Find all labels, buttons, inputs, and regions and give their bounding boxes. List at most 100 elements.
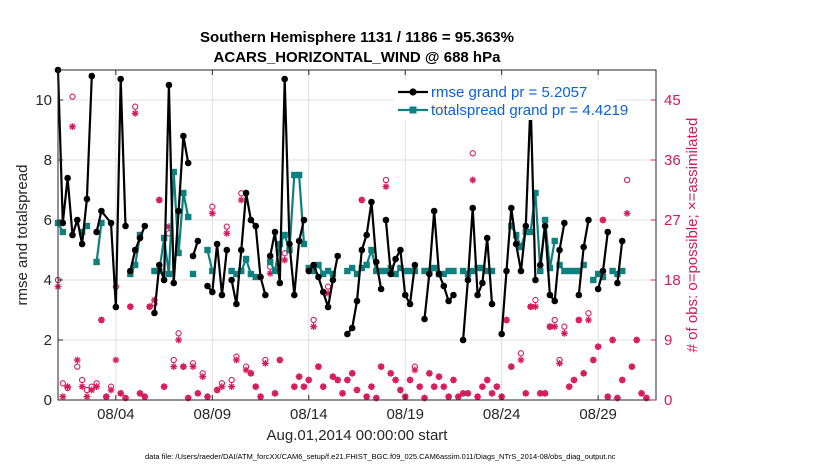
obs-assimilated-stroke: [98, 317, 105, 323]
obs-assimilated-marker: [136, 389, 144, 397]
obs-assimilated-marker: [392, 376, 399, 384]
rmse-marker: [348, 324, 356, 332]
rmse-marker: [421, 315, 428, 323]
obs-assimilated-marker: [179, 363, 187, 371]
x-axis: 08/04 08/09 08/14 08/19 08/24 08/29: [97, 70, 617, 423]
totalspread-marker: [78, 228, 86, 236]
obs-assimilated-stroke: [397, 387, 404, 393]
obs-assimilated-stroke: [469, 177, 476, 183]
rmse-marker: [594, 285, 602, 293]
totalspread-marker: [565, 267, 573, 275]
obs-assimilated-stroke: [571, 377, 577, 383]
rmse-line-segment: [230, 191, 267, 306]
obs-assimilated-marker: [319, 383, 327, 391]
rmse-marker: [430, 207, 438, 215]
y-right-tick-label: 9: [664, 332, 672, 349]
obs-assimilated-marker: [435, 373, 443, 381]
obs-assimilated-marker: [527, 303, 535, 311]
obs-assimilated-marker: [98, 316, 105, 324]
rmse-marker: [382, 216, 390, 224]
rmse-marker: [276, 279, 284, 287]
obs-assimilated-stroke: [257, 393, 264, 400]
rmse-marker: [136, 234, 144, 242]
obs-assimilated-marker: [599, 216, 607, 224]
obs-assimilated-stroke: [219, 383, 225, 390]
rmse-marker: [618, 237, 626, 245]
obs-assimilated-marker: [633, 336, 641, 344]
obs-assimilated-stroke: [479, 383, 486, 390]
obs-assimilated-stroke: [527, 303, 534, 310]
x-tick-label: 08/04: [97, 406, 135, 423]
obs-assimilated-marker: [478, 383, 486, 391]
obs-assimilated-stroke: [551, 323, 558, 330]
obs-assimilated-stroke: [291, 383, 298, 390]
obs-assimilated-stroke: [575, 317, 582, 323]
obs-possible-marker: [561, 323, 568, 330]
obs-assimilated-stroke: [214, 387, 221, 393]
obs-possible-marker: [69, 93, 76, 100]
rmse-marker: [117, 75, 124, 83]
y-left-tick-label: 2: [44, 332, 52, 349]
obs-assimilated-stroke: [127, 303, 134, 310]
obs-assimilated-stroke: [407, 377, 413, 383]
totalspread-marker: [430, 264, 438, 272]
obs-assimilated-stroke: [609, 337, 616, 343]
rmse-marker: [334, 252, 342, 260]
rmse-line-segment: [500, 98, 537, 335]
legend-rmse-marker: [409, 88, 417, 96]
rmse-marker: [59, 219, 67, 227]
obs-assimilated-marker: [532, 303, 539, 311]
obs-assimilated-stroke: [305, 377, 312, 383]
totalspread-marker: [421, 267, 428, 275]
obs-assimilated-stroke: [440, 383, 447, 390]
x-tick-label: 08/19: [386, 406, 424, 423]
obs-possible-marker: [209, 203, 216, 210]
obs-assimilated-stroke: [190, 363, 196, 370]
obs-assimilated-stroke: [334, 377, 341, 383]
obs-assimilated-marker: [416, 383, 424, 391]
totalspread-marker: [329, 270, 337, 278]
obs-assimilated-marker: [189, 363, 197, 371]
rmse-marker: [344, 330, 351, 338]
obs-assimilated-marker: [73, 356, 81, 364]
x-axis-label: Aug.01,2014 00:00:00 start: [267, 427, 449, 444]
obs-possible-marker: [281, 250, 288, 257]
obs-assimilated-marker: [88, 386, 96, 394]
rmse-marker: [127, 267, 134, 275]
rmse-marker: [262, 291, 269, 299]
obs-assimilated-stroke: [180, 363, 187, 370]
rmse-marker: [450, 291, 457, 299]
rmse-marker: [372, 258, 380, 266]
rmse-marker: [363, 231, 370, 239]
y-axis-right-label: # of obs: o=possible; ×=assimilated: [684, 118, 701, 353]
rmse-marker: [64, 174, 71, 182]
obs-assimilated-marker: [64, 383, 72, 391]
totalspread-line-segment: [206, 249, 214, 272]
obs-assimilated-marker: [430, 383, 438, 391]
obs-assimilated-marker: [517, 356, 525, 364]
obs-assimilated-stroke: [281, 257, 288, 263]
obs-assimilated-marker: [580, 369, 588, 377]
obs-assimilated-marker: [242, 366, 250, 374]
obs-assimilated-stroke: [301, 383, 307, 390]
obs-assimilated-marker: [556, 359, 563, 367]
totalspread-marker: [546, 264, 554, 272]
obs-assimilated-stroke: [117, 390, 124, 397]
rmse-marker: [271, 228, 279, 236]
totalspread-marker: [348, 264, 356, 272]
totalspread-marker: [594, 270, 602, 278]
obs-possible-marker: [585, 310, 592, 317]
obs-assimilated-stroke: [161, 383, 167, 390]
obs-assimilated-marker: [204, 393, 211, 401]
rmse-marker: [546, 291, 554, 299]
obs-assimilated-marker: [141, 393, 149, 401]
rmse-marker: [541, 222, 549, 230]
rmse-marker: [112, 303, 120, 311]
totalspread-marker: [209, 267, 216, 275]
y-left-tick-label: 8: [44, 152, 52, 169]
obs-assimilated-stroke: [638, 390, 645, 397]
rmse-marker: [83, 195, 91, 203]
totalspread-marker: [358, 264, 366, 272]
rmse-marker: [377, 285, 385, 293]
obs-assimilated-stroke: [233, 357, 240, 363]
